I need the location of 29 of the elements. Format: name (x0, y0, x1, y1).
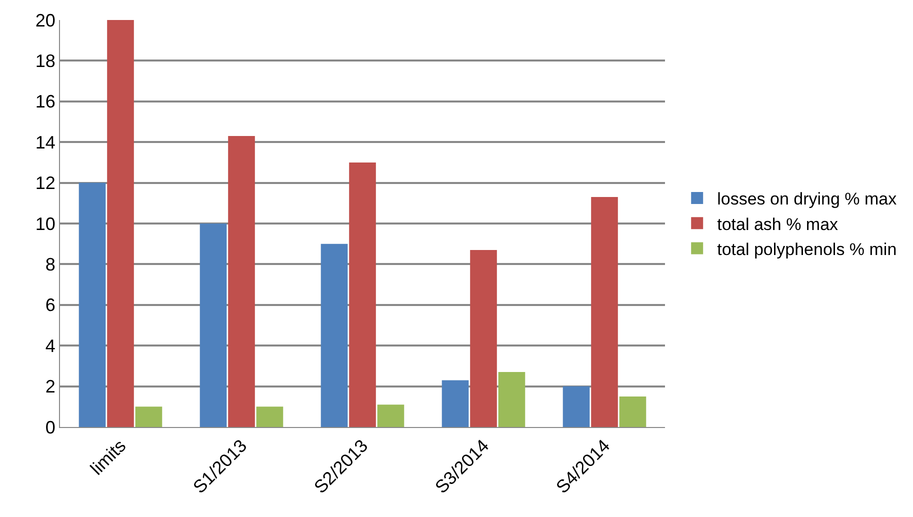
y-tick-label: 18 (35, 51, 56, 71)
y-tick-label: 0 (45, 417, 56, 438)
bar (377, 404, 404, 427)
bar (349, 162, 376, 427)
y-tick-label: 14 (35, 132, 56, 152)
y-tick-label: 10 (35, 214, 56, 234)
bar (320, 244, 348, 427)
bar (200, 224, 227, 427)
legend-label: total polyphenols % min (717, 240, 897, 259)
bar (591, 197, 618, 427)
y-tick-label: 12 (35, 173, 56, 194)
bar (470, 250, 497, 427)
y-tick-label: 6 (45, 295, 56, 316)
legend-label: total ash % max (717, 214, 839, 234)
bar (256, 406, 284, 427)
bar (135, 406, 162, 427)
bar (228, 136, 255, 427)
bar (107, 20, 134, 427)
bar (78, 182, 106, 427)
y-tick-label: 4 (45, 336, 56, 356)
y-tick-label: 20 (35, 10, 56, 30)
y-tick-label: 16 (35, 92, 56, 112)
y-tick-label: 2 (45, 376, 56, 397)
bar (498, 372, 526, 427)
bar (562, 386, 590, 427)
legend-label: losses on drying % max (717, 190, 898, 209)
y-tick-label: 8 (45, 254, 56, 274)
bar (442, 380, 469, 427)
bar (619, 396, 646, 427)
